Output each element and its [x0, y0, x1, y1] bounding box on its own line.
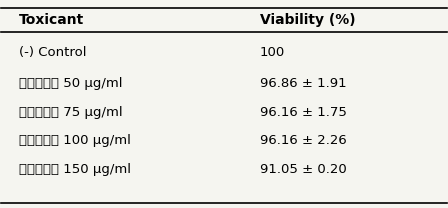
- Text: (-) Control: (-) Control: [19, 46, 87, 59]
- Text: 91.05 ± 0.20: 91.05 ± 0.20: [260, 163, 346, 176]
- Text: 96.16 ± 2.26: 96.16 ± 2.26: [260, 134, 346, 147]
- Text: 96.86 ± 1.91: 96.86 ± 1.91: [260, 77, 346, 90]
- Text: 96.16 ± 1.75: 96.16 ± 1.75: [260, 106, 346, 119]
- Text: 상지추출물 150 μg/ml: 상지추출물 150 μg/ml: [19, 163, 131, 176]
- Text: 상지추출물 100 μg/ml: 상지추출물 100 μg/ml: [19, 134, 131, 147]
- Text: Toxicant: Toxicant: [19, 13, 84, 27]
- Text: Viability (%): Viability (%): [260, 13, 355, 27]
- Text: 상지추출물 50 μg/ml: 상지추출물 50 μg/ml: [19, 77, 123, 90]
- Text: 100: 100: [260, 46, 285, 59]
- Text: 상지추출물 75 μg/ml: 상지추출물 75 μg/ml: [19, 106, 123, 119]
